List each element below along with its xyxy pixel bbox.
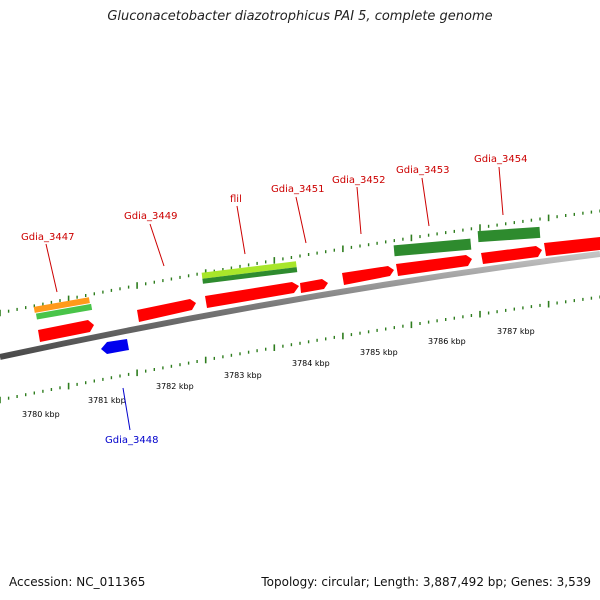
gene-arrow-3448	[101, 339, 129, 354]
flil-light-bar	[201, 261, 297, 279]
gene-label-3454: Gdia_3454	[474, 154, 527, 165]
gene-label-3448: Gdia_3448	[105, 435, 158, 446]
feature-bars	[33, 226, 541, 320]
gene-label-3452: Gdia_3452	[332, 175, 385, 186]
gene-labels: Gdia_3447 Gdia_3449 flil Gdia_3451 Gdia_…	[21, 154, 527, 446]
leader-3453	[421, 177, 430, 227]
leader-3447	[45, 243, 58, 293]
scale-label-3782: 3782 kbp	[156, 382, 194, 391]
map-title: Gluconacetobacter diazotrophicus PAI 5, …	[107, 9, 493, 24]
scale-labels: 3780 kbp 3781 kbp 3782 kbp 3783 kbp 3784…	[22, 327, 535, 419]
leader-flil	[236, 205, 246, 255]
leader-3454	[498, 166, 504, 216]
scale-label-3781: 3781 kbp	[88, 396, 126, 405]
gene-arrow-3447	[38, 320, 94, 342]
flil-dark-bar	[202, 267, 298, 284]
gene-arrow-3453	[396, 255, 472, 276]
scale-label-3783: 3783 kbp	[224, 371, 262, 380]
accession-text: Accession: NC_011365	[9, 575, 146, 589]
gene-arrow-flil	[205, 282, 299, 308]
leader-3452	[356, 186, 362, 235]
gene-label-3451: Gdia_3451	[271, 184, 324, 195]
gene-label-flil: flil	[230, 194, 242, 205]
outer-tick-ring	[0, 209, 600, 317]
leader-3451	[295, 196, 307, 244]
scale-label-3785: 3785 kbp	[360, 348, 398, 357]
scale-label-3780: 3780 kbp	[22, 410, 60, 419]
gene-arrow-3452	[342, 266, 394, 285]
scale-label-3787: 3787 kbp	[497, 327, 535, 336]
label-leaders	[45, 166, 504, 431]
orange-feature-bar	[33, 297, 90, 313]
genome-backbone	[0, 251, 600, 360]
forward-genes	[38, 237, 600, 342]
genome-summary-text: Topology: circular; Length: 3,887,492 bp…	[261, 575, 591, 589]
gene-label-3447: Gdia_3447	[21, 232, 74, 243]
gene-label-3453: Gdia_3453	[396, 165, 449, 176]
gene-arrow-3454	[481, 246, 542, 264]
green-feature-bar	[35, 303, 93, 320]
gene-arrow-next	[544, 237, 600, 256]
inner-tick-ring	[0, 295, 600, 404]
gene-arrow-3449	[137, 299, 196, 322]
scale-label-3784: 3784 kbp	[292, 359, 330, 368]
leader-3449	[149, 223, 165, 267]
leader-3448	[122, 387, 131, 431]
gdia-3454-bar	[477, 226, 541, 243]
gene-label-3449: Gdia_3449	[124, 211, 177, 222]
gdia-3453-bar	[393, 238, 472, 257]
scale-label-3786: 3786 kbp	[428, 337, 466, 346]
gene-arrow-3451	[300, 279, 328, 293]
